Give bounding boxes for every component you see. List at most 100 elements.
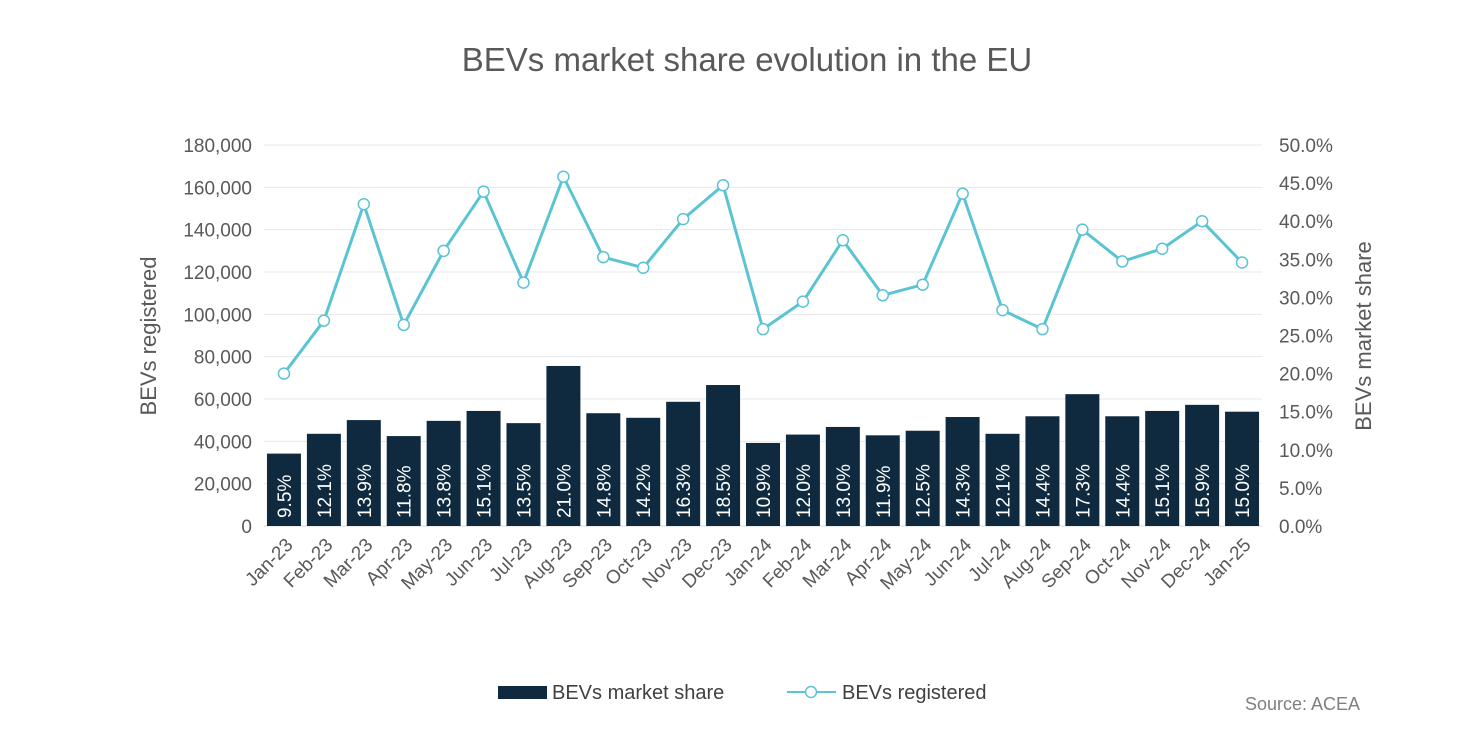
bar <box>426 420 461 526</box>
line-point <box>357 198 371 211</box>
line-point <box>916 278 929 291</box>
bar <box>266 453 301 526</box>
legend-label-bar: BEVs market share <box>552 682 724 704</box>
bar <box>306 433 341 526</box>
bar-data-label: 15.1% <box>1153 464 1174 518</box>
right-tick-label: 20.0% <box>1279 365 1333 386</box>
bar <box>386 436 421 526</box>
bar-data-label: 13.8% <box>435 464 456 518</box>
bar-data-label: 12.5% <box>914 464 935 518</box>
bar <box>466 410 501 526</box>
bar <box>865 435 900 526</box>
bar-data-label: 15.1% <box>475 464 496 518</box>
bar <box>746 442 780 526</box>
line-point <box>1076 223 1089 236</box>
bar-data-label: 12.1% <box>315 464 336 518</box>
registered-line <box>282 175 1244 375</box>
bar <box>1025 416 1060 526</box>
left-tick-label: 40,000 <box>194 432 252 453</box>
line-point <box>1235 256 1249 269</box>
bar <box>945 417 980 526</box>
bar <box>1065 394 1100 526</box>
bar-data-label: 16.3% <box>674 464 695 518</box>
x-axis-ticks: Jan-23Feb-23Mar-23Apr-23May-23Jun-23Jul-… <box>242 534 1256 594</box>
bar <box>785 434 820 526</box>
bar <box>985 433 1020 526</box>
bar-data-label: 10.9% <box>754 464 775 518</box>
bar-data-label: 12.0% <box>794 464 815 518</box>
bar <box>506 423 541 526</box>
legend-swatch-bar <box>498 686 547 699</box>
bar <box>626 417 661 526</box>
bar-data-label: 13.5% <box>514 464 535 518</box>
bar-data-label: 13.0% <box>834 464 855 518</box>
left-axis-ticks: 0 20,000 40,000 60,000 80,000 100,000 120,000 1… <box>183 136 252 538</box>
line-point <box>517 276 530 289</box>
right-tick-label: 15.0% <box>1279 403 1333 424</box>
bar <box>825 426 860 526</box>
bar-data-label: 14.3% <box>954 464 975 518</box>
source-note: Source: ACEA <box>1245 694 1360 714</box>
bar-data-label: 14.8% <box>594 464 615 518</box>
left-tick-label: 180,000 <box>183 136 252 157</box>
bar <box>1105 416 1140 526</box>
line-point <box>796 295 810 308</box>
line-point <box>597 250 610 264</box>
left-tick-label: 80,000 <box>194 348 252 369</box>
right-tick-label: 30.0% <box>1279 288 1333 309</box>
right-tick-label: 35.0% <box>1279 250 1333 271</box>
right-tick-label: 25.0% <box>1279 327 1333 348</box>
bar-data-label: 17.3% <box>1073 464 1094 518</box>
line-point <box>676 212 690 226</box>
right-tick-label: 50.0% <box>1279 136 1333 157</box>
line-point <box>996 303 1009 317</box>
right-axis-title: BEVs market share <box>1351 241 1376 431</box>
left-tick-label: 20,000 <box>194 475 252 496</box>
line-point <box>1036 322 1049 336</box>
right-axis-ticks: 0.0% 5.0% 10.0% 15.0% 20.0% 25.0% 30.0% 35.0% 40… <box>1279 136 1333 538</box>
line-point <box>876 289 890 302</box>
bar-data-label: 11.9% <box>874 465 895 518</box>
left-axis-title: BEVs registered <box>136 257 161 416</box>
line-point <box>1155 242 1169 255</box>
line-point <box>477 185 490 198</box>
bar <box>586 413 621 526</box>
legend: BEVs market share BEVs registered <box>498 682 987 704</box>
line-point <box>317 314 331 327</box>
bar-data-label: 15.0% <box>1233 464 1254 518</box>
right-tick-label: 45.0% <box>1279 174 1333 195</box>
left-tick-label: 120,000 <box>183 263 252 284</box>
bar-data-label: 13.9% <box>355 464 376 518</box>
line-point <box>716 178 730 192</box>
left-tick-label: 60,000 <box>194 390 252 411</box>
line-point <box>397 318 410 332</box>
bar-data-label: 14.4% <box>1033 464 1054 518</box>
bar-data-label: 11.8% <box>395 465 416 518</box>
bar-labels: 9.5% 12.1% 13.9% 11.8% 13.8% 15.1% 13.5% 21.0% 1… <box>275 464 1254 518</box>
line-point <box>1116 255 1129 268</box>
bar-data-label: 12.1% <box>994 464 1015 518</box>
right-tick-label: 5.0% <box>1279 479 1322 500</box>
bar <box>1185 404 1220 526</box>
left-tick-label: 100,000 <box>183 305 252 326</box>
bar <box>706 385 741 526</box>
line-series <box>277 170 1249 380</box>
right-tick-label: 0.0% <box>1279 517 1322 538</box>
bar-data-label: 14.2% <box>634 464 655 518</box>
bar <box>666 401 701 526</box>
bar <box>546 365 581 526</box>
legend-swatch-marker <box>804 685 818 699</box>
left-tick-label: 140,000 <box>183 221 252 242</box>
legend-label-line: BEVs registered <box>842 682 987 704</box>
line-point <box>636 261 650 275</box>
line-point <box>437 244 450 258</box>
line-point <box>1195 214 1209 228</box>
bar-data-label: 15.9% <box>1193 464 1214 518</box>
right-tick-label: 40.0% <box>1279 212 1333 233</box>
bar-data-label: 21.0% <box>554 464 575 518</box>
right-tick-label: 10.0% <box>1279 441 1333 462</box>
line-point <box>557 170 570 183</box>
left-tick-label: 0 <box>241 517 252 538</box>
left-tick-label: 160,000 <box>183 178 252 199</box>
